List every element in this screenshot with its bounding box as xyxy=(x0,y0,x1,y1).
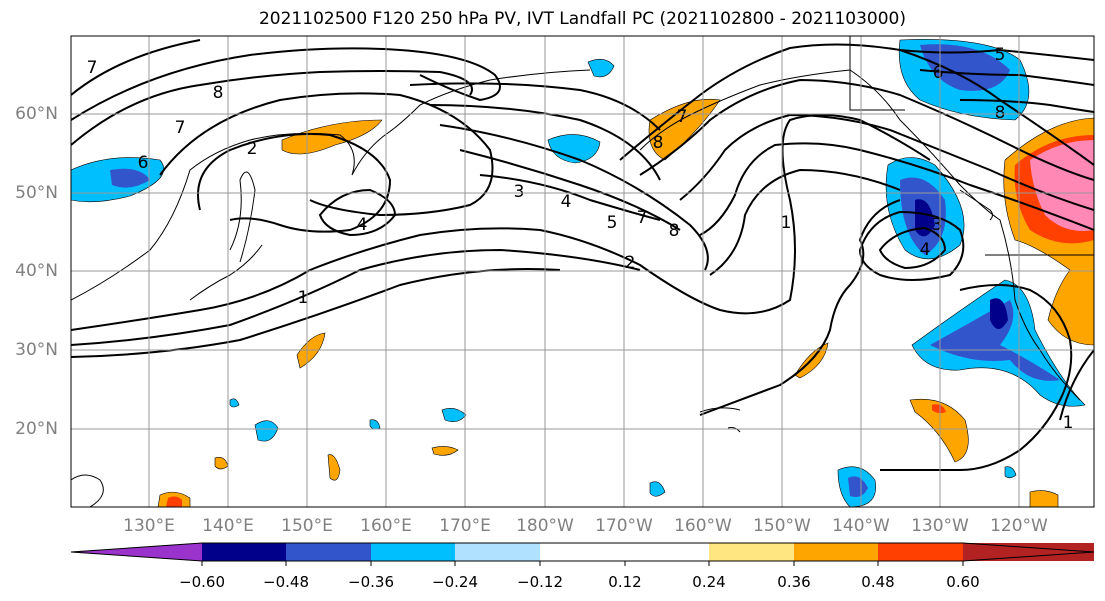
lon-label: 180°W xyxy=(516,516,574,536)
lat-label: 60°N xyxy=(15,104,58,124)
colorbar-cells xyxy=(70,542,1095,562)
colorbar-extend-low xyxy=(71,543,202,561)
contour-label: 1 xyxy=(1063,413,1074,433)
colorbar-tick-label: 0.24 xyxy=(692,573,726,591)
lon-label: 140°E xyxy=(202,516,254,536)
figure-title: 2021102500 F120 250 hPa PV, IVT Landfall… xyxy=(258,9,906,29)
colorbar-cell xyxy=(625,543,709,561)
lon-label: 120°W xyxy=(990,516,1048,536)
lat-label: 40°N xyxy=(15,261,58,281)
lat-label: 20°N xyxy=(15,419,58,439)
contour-label: 4 xyxy=(920,240,931,260)
contour-label: 2 xyxy=(247,139,258,159)
contour-labels: 7 8 7 6 2 4 1 3 4 5 7 8 2 1 3 4 5 6 8 7 … xyxy=(87,45,1074,433)
contour-label: 8 xyxy=(669,221,680,241)
shaded-anomaly-fields xyxy=(71,39,1094,507)
colorbar-cell xyxy=(202,543,286,561)
lon-label: 150°E xyxy=(281,516,333,536)
contour-label: 1 xyxy=(298,288,309,308)
coastlines xyxy=(71,36,1094,507)
contour-label: 2 xyxy=(625,253,636,273)
colorbar-tick-label: −0.36 xyxy=(348,573,394,591)
contour-label: 4 xyxy=(561,192,572,212)
colorbar-cell xyxy=(540,543,625,561)
contour-label: 8 xyxy=(995,103,1006,123)
lon-label: 160°E xyxy=(360,516,412,536)
colorbar-tick-label: 0.48 xyxy=(861,573,895,591)
contour-label: 1 xyxy=(781,213,792,233)
colorbar-ticks xyxy=(201,561,964,566)
colorbar-cell xyxy=(963,543,1094,561)
contour-label: 7 xyxy=(677,107,688,127)
lon-label: 160°W xyxy=(674,516,732,536)
contour-label: 8 xyxy=(213,83,224,103)
contour-label: 5 xyxy=(607,213,618,233)
contour-label: 8 xyxy=(653,133,664,153)
colorbar-cell xyxy=(794,543,878,561)
contour-label: 6 xyxy=(138,153,149,173)
colorbar-tick-label: 0.12 xyxy=(608,573,642,591)
contour-label: 3 xyxy=(932,215,943,235)
colorbar-cell xyxy=(709,543,794,561)
colorbar-tick-label: −0.48 xyxy=(263,573,309,591)
lat-label: 30°N xyxy=(15,340,58,360)
pv-contours xyxy=(71,39,1094,472)
map-frame xyxy=(70,35,1095,508)
lon-label: 130°W xyxy=(911,516,969,536)
contour-label: 7 xyxy=(637,208,648,228)
colorbar-tick-label: −0.12 xyxy=(517,573,563,591)
lat-label: 50°N xyxy=(15,183,58,203)
colorbar-cell xyxy=(455,543,540,561)
lon-label: 170°W xyxy=(595,516,653,536)
colorbar-cell xyxy=(286,543,371,561)
colorbar-cell xyxy=(371,543,455,561)
colorbar-tick-label: −0.24 xyxy=(432,573,478,591)
colorbar-tick-label: 0.60 xyxy=(946,573,980,591)
colorbar-cell xyxy=(878,543,963,561)
contour-label: 4 xyxy=(357,215,368,235)
colorbar-tick-label: −0.60 xyxy=(179,573,225,591)
lon-label: 130°E xyxy=(123,516,175,536)
gridlines xyxy=(71,36,1094,507)
contour-label: 7 xyxy=(175,118,186,138)
lon-label: 140°W xyxy=(832,516,890,536)
contour-label: 5 xyxy=(995,45,1006,65)
lon-label: 170°E xyxy=(439,516,491,536)
colorbar-tick-label: 0.36 xyxy=(777,573,811,591)
contour-label: 7 xyxy=(87,58,98,78)
contour-label: 3 xyxy=(514,182,525,202)
lon-label: 150°W xyxy=(753,516,811,536)
contour-label: 6 xyxy=(933,63,944,83)
